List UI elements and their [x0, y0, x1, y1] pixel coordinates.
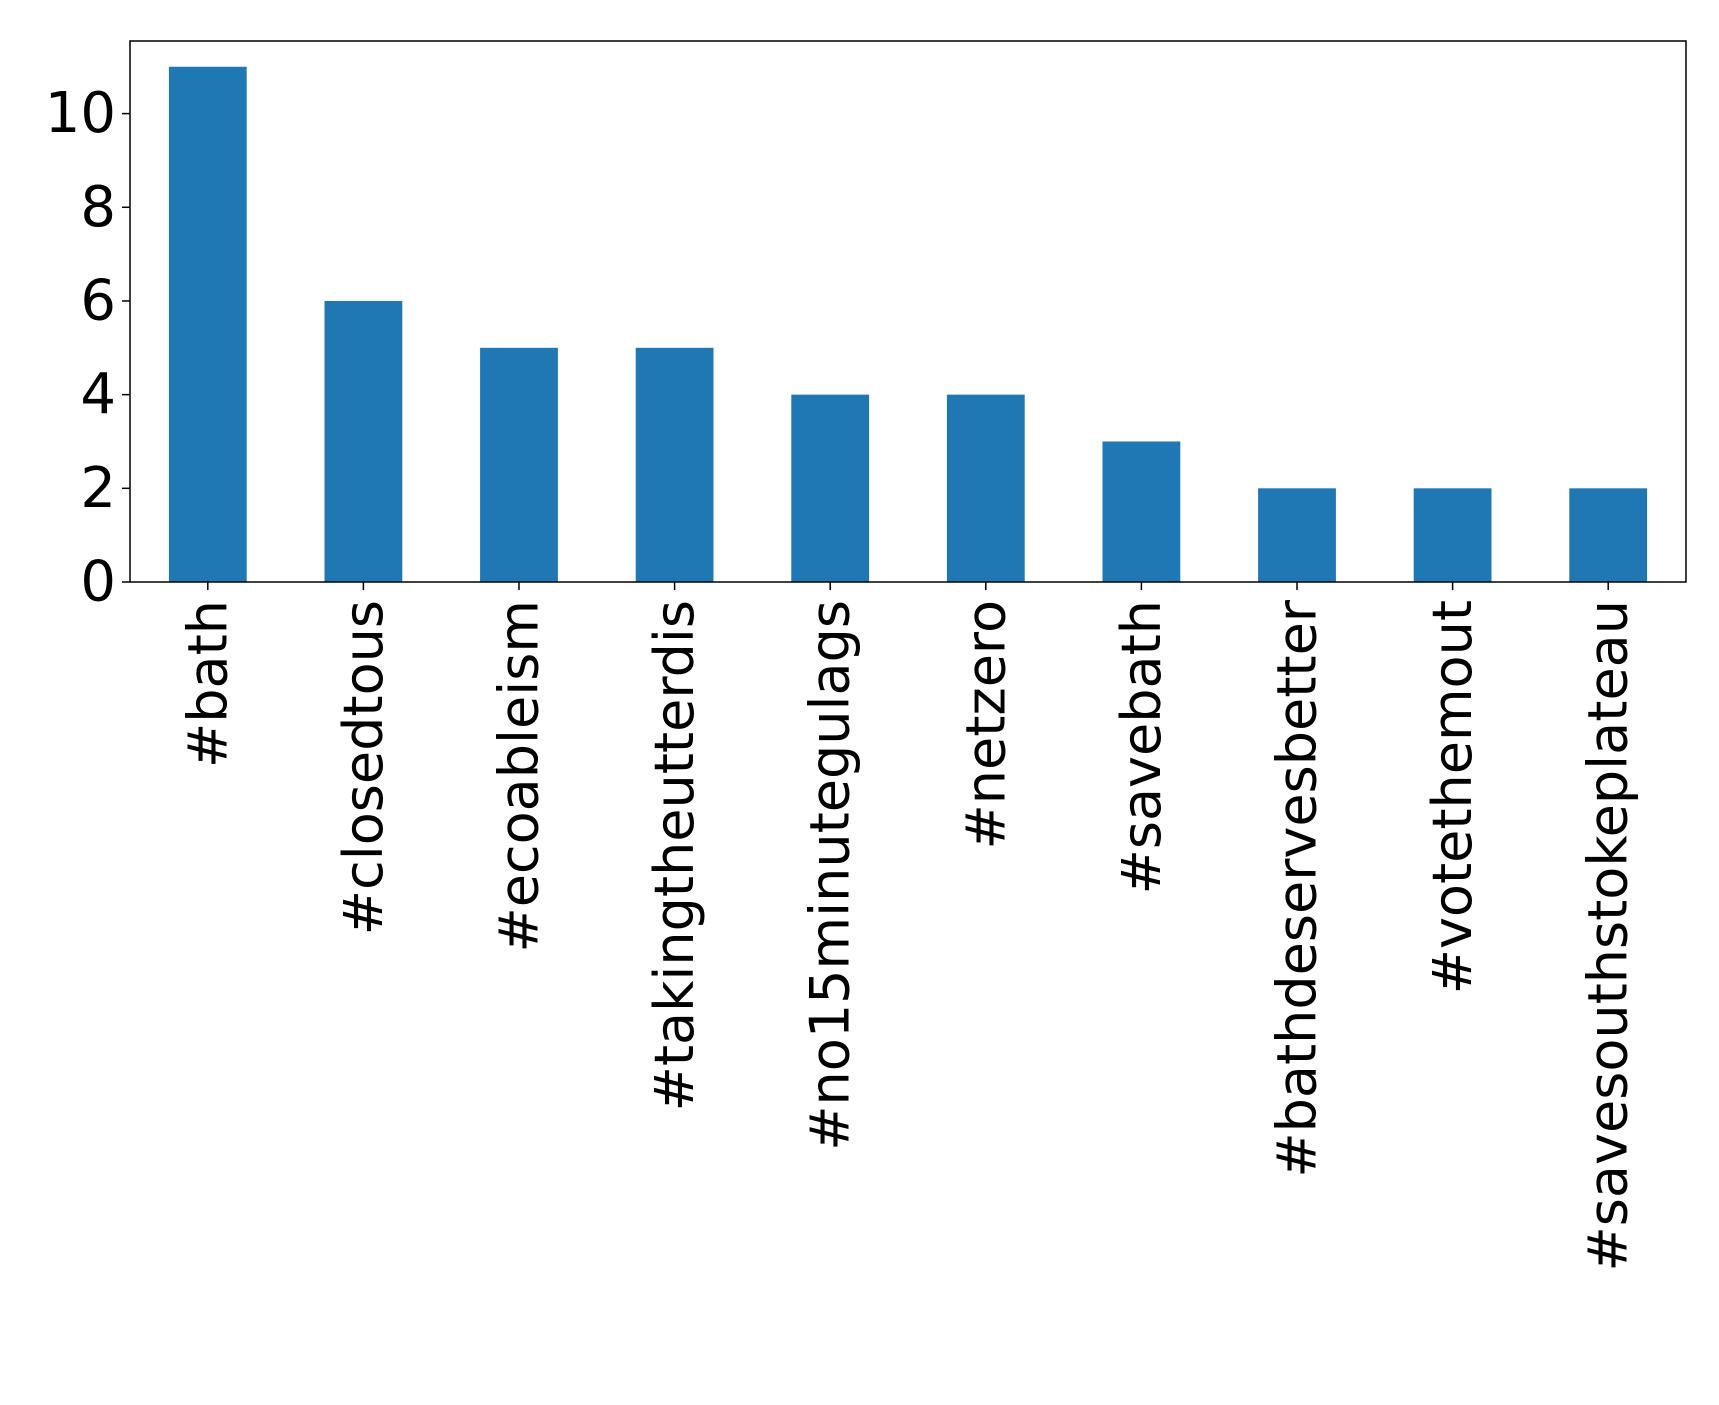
- x-tick-label: #savebath: [1110, 600, 1173, 894]
- bar: [946, 394, 1025, 582]
- x-tick-label: #bathdeservesbetter: [1266, 599, 1329, 1177]
- x-tick-label: #bath: [176, 600, 239, 768]
- bar: [1258, 488, 1336, 582]
- x-tick-label: #no15minutegulags: [799, 600, 862, 1151]
- x-tick-label: #netzero: [954, 600, 1017, 850]
- x-tick-label: #votethemout: [1421, 600, 1484, 994]
- bar: [1569, 488, 1648, 582]
- bar: [324, 300, 403, 582]
- bar: [791, 394, 870, 582]
- x-axis: #bath #closedtous #ecoableism #takingtheutt…: [176, 582, 1640, 1271]
- x-tick-label: #savesouthstokeplateau: [1577, 600, 1640, 1271]
- bar: [1413, 488, 1492, 582]
- y-tick-label: 8: [80, 175, 116, 240]
- y-tick-label: 10: [45, 81, 116, 146]
- y-tick-label: 4: [80, 362, 116, 427]
- bar: [168, 66, 247, 582]
- y-tick-label: 0: [80, 550, 116, 615]
- x-tick-label: #takingtheutterdis: [643, 600, 706, 1111]
- bar: [1102, 441, 1181, 582]
- bar: [480, 347, 558, 582]
- bars-group: [168, 66, 1648, 582]
- bar: [635, 347, 714, 582]
- plot-frame: [129, 40, 1687, 583]
- y-axis: 0 2 4 6 8 10: [45, 81, 130, 615]
- y-tick-label: 6: [80, 268, 116, 333]
- x-tick-label: #ecoableism: [488, 600, 551, 953]
- x-tick-label: #closedtous: [332, 600, 395, 935]
- y-tick-label: 2: [80, 456, 116, 521]
